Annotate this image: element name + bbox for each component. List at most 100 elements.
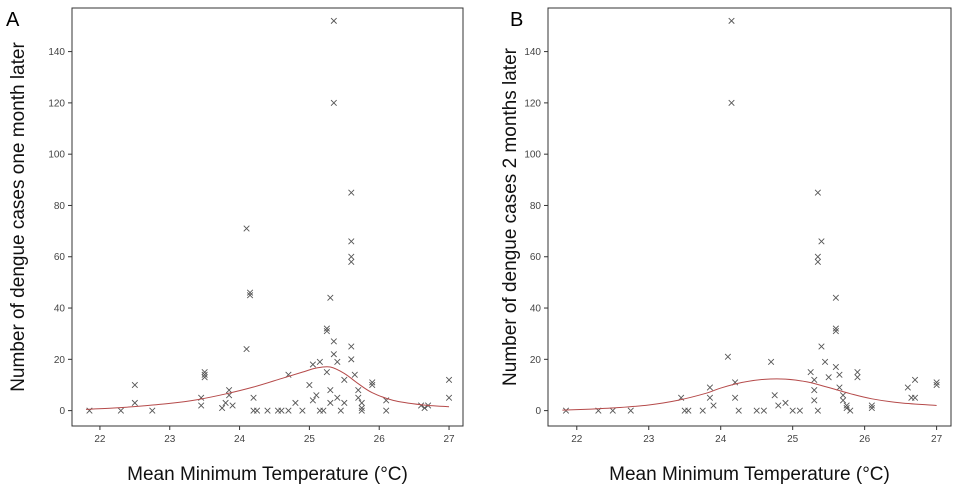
- scatter-point: [278, 407, 285, 414]
- scatter-point: [706, 394, 714, 401]
- panel-b: 22 23 24 25 26 27 0 20 40 60 80 100 120 140 B Mean Mi…: [500, 7, 952, 485]
- panel-label-a: A: [6, 9, 20, 31]
- scatter-point: [854, 374, 861, 381]
- scatter-point: [348, 356, 355, 363]
- scatter-point: [383, 407, 390, 414]
- fit-curve-a: [85, 366, 450, 410]
- x-tick-label: 27: [931, 434, 943, 445]
- scatter-point: [337, 407, 344, 414]
- x-tick-label: 23: [643, 434, 655, 445]
- scatter-point: [832, 363, 839, 371]
- plot-frame-a: [71, 7, 464, 427]
- scatter-point: [706, 384, 714, 391]
- scatter-point: [348, 253, 355, 260]
- y-tick-label: 80: [54, 201, 66, 212]
- panel-a: 22 23 24 25 26 27 0 20 40 60 80 100 120 140 A Mean Mi…: [6, 7, 464, 485]
- scatter-point: [201, 374, 208, 381]
- scatter-point: [699, 407, 706, 414]
- scatter-point: [299, 407, 306, 414]
- scatter-point: [292, 399, 299, 407]
- scatter-point: [836, 384, 843, 391]
- scatter-point: [832, 294, 839, 301]
- scatter-point: [285, 407, 292, 414]
- scatter-point: [814, 253, 821, 260]
- scatter-point: [445, 394, 453, 401]
- scatter-point: [728, 99, 735, 107]
- scatter-point: [753, 407, 760, 414]
- scatter-point: [327, 386, 334, 394]
- scatter-point: [839, 397, 847, 404]
- scatter-point: [330, 338, 337, 345]
- scatter-point: [246, 289, 254, 296]
- y-tick-label: 0: [535, 406, 541, 417]
- scatter-points-b: [562, 17, 940, 414]
- scatter-point: [627, 407, 634, 414]
- scatter-point: [782, 399, 789, 407]
- scatter-point: [445, 376, 453, 383]
- y-tick-label: 60: [530, 252, 542, 263]
- scatter-point: [243, 225, 250, 232]
- scatter-point: [320, 407, 327, 414]
- scatter-point: [839, 392, 847, 399]
- scatter-point: [323, 327, 330, 335]
- scatter-point: [710, 402, 717, 409]
- scatter-point: [811, 376, 818, 383]
- x-tick-label: 23: [164, 434, 176, 445]
- y-tick-label: 120: [524, 98, 541, 109]
- scatter-point: [911, 376, 919, 383]
- scatter-point: [201, 369, 208, 376]
- y-tick-label: 0: [59, 406, 65, 417]
- scatter-point: [323, 325, 330, 332]
- scatter-point: [330, 17, 337, 24]
- scatter-point: [355, 386, 362, 394]
- scatter-point: [117, 407, 124, 414]
- plot-frame-b: [547, 7, 952, 427]
- axis-ticks-a: 22 23 24 25 26 27 0 20 40 60 80 100 120 140: [48, 47, 455, 445]
- y-tick-label: 120: [48, 98, 65, 109]
- scatter-point: [323, 369, 330, 376]
- x-tick-label: 27: [443, 434, 455, 445]
- scatter-point: [811, 386, 818, 394]
- scatter-point: [843, 404, 850, 412]
- scatter-point: [253, 407, 261, 414]
- scatter-point: [334, 394, 341, 401]
- y-tick-label: 140: [48, 47, 65, 58]
- scatter-point: [728, 17, 735, 24]
- scatter-points-a: [86, 17, 453, 414]
- scatter-point: [369, 379, 376, 386]
- scatter-point: [198, 402, 205, 409]
- scatter-point: [313, 392, 320, 399]
- scatter-point: [351, 371, 358, 378]
- scatter-point: [358, 399, 365, 407]
- scatter-point: [246, 292, 254, 299]
- scatter-point: [796, 407, 803, 414]
- scatter-point: [843, 402, 850, 409]
- scatter-point: [358, 407, 365, 414]
- scatter-point: [327, 294, 334, 301]
- scatter-point: [814, 407, 821, 414]
- scatter-point: [832, 327, 839, 335]
- scatter-point: [933, 379, 940, 386]
- scatter-point: [369, 381, 376, 389]
- fit-curve-b: [562, 378, 937, 411]
- scatter-point: [847, 407, 854, 414]
- scatter-point: [775, 402, 782, 409]
- x-tick-label: 22: [571, 434, 583, 445]
- scatter-point: [330, 99, 337, 107]
- scatter-point: [225, 386, 233, 394]
- scatter-point: [264, 407, 271, 414]
- scatter-point: [306, 381, 313, 389]
- scatter-point: [868, 404, 875, 412]
- scatter-point: [334, 358, 341, 366]
- y-tick-label: 80: [530, 201, 542, 212]
- scatter-point: [149, 407, 156, 414]
- scatter-point: [814, 258, 821, 265]
- scatter-point: [348, 343, 355, 350]
- y-tick-label: 40: [54, 304, 66, 315]
- scatter-point: [243, 345, 250, 353]
- x-axis-title-a: Mean Minimum Temperature (°C): [127, 464, 408, 485]
- scatter-point: [348, 189, 355, 196]
- scatter-point: [348, 238, 355, 245]
- scatter-point: [821, 358, 829, 366]
